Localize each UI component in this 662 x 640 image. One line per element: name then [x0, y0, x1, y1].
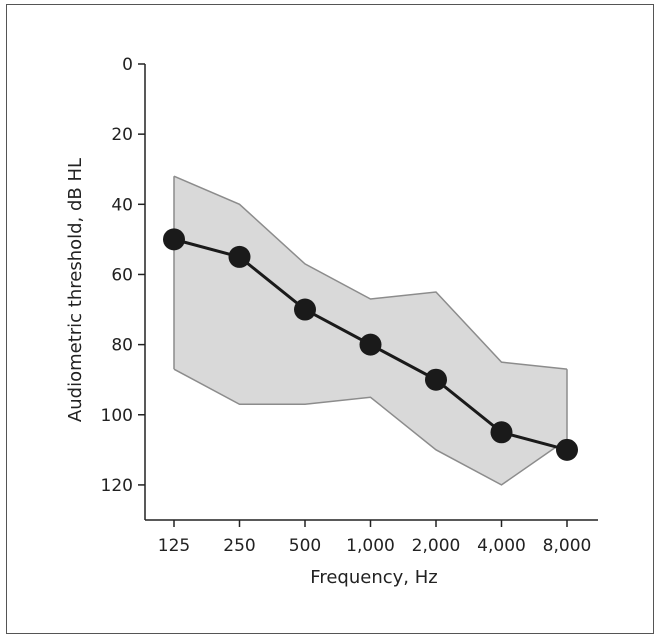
data-point	[163, 228, 185, 251]
x-tick-label: 1,000	[346, 536, 395, 556]
data-point	[490, 421, 513, 444]
data-point	[294, 298, 316, 321]
band-upper-edge	[173, 175, 568, 370]
data-point	[228, 245, 251, 268]
band-lower-edge	[173, 368, 568, 486]
y-tick-label: 40	[111, 195, 133, 215]
series-points-layer	[163, 228, 578, 461]
tick-labels: 0 20 40 60 80 100 120 125 250 500 1,000 2,000 4,000 8…	[101, 55, 592, 556]
y-tick-label: 0	[122, 55, 133, 75]
x-tick-label: 4,000	[477, 536, 526, 556]
y-tick-label: 100	[101, 406, 133, 426]
y-tick-label: 20	[111, 125, 133, 145]
x-tick-label: 250	[223, 536, 255, 556]
data-point	[556, 438, 578, 461]
y-tick-label: 80	[111, 336, 133, 356]
data-point	[425, 368, 447, 391]
y-tick-label: 60	[111, 265, 133, 285]
x-tick-label: 500	[289, 536, 321, 556]
y-tick-label: 120	[101, 476, 133, 496]
x-axis-title: Frequency, Hz	[310, 567, 437, 588]
data-point	[359, 333, 382, 356]
x-tick-label: 8,000	[543, 536, 592, 556]
x-tick-label: 2,000	[412, 536, 461, 556]
axes	[138, 63, 598, 527]
x-tick-label: 125	[158, 536, 190, 556]
y-axis-title: Audiometric threshold, dB HL	[65, 158, 86, 422]
